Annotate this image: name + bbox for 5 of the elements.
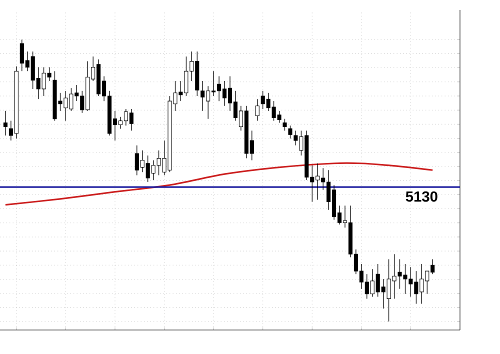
candlestick [3, 110, 8, 136]
candlestick [288, 125, 292, 139]
candlestick [255, 98, 260, 122]
annotation: 5130 [406, 191, 438, 202]
candlestick [282, 118, 287, 132]
